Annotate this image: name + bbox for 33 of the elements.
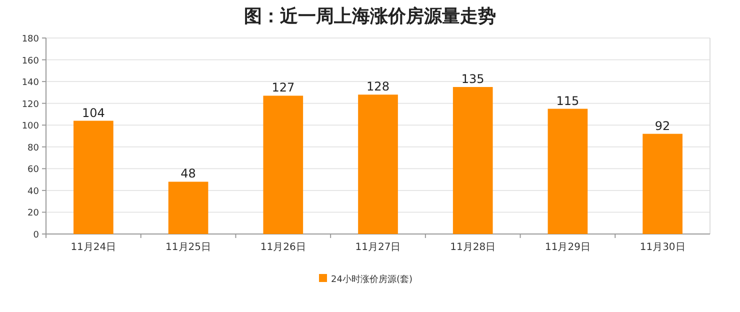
data-label: 128: [366, 80, 390, 94]
legend: 24小时涨价房源(套): [319, 274, 412, 285]
bar: [642, 134, 682, 234]
y-tick-label: 100: [22, 122, 40, 132]
y-tick-label: 80: [28, 143, 40, 154]
data-label: 127: [272, 80, 295, 95]
bar: [168, 182, 208, 234]
x-tick-label: 11月24日: [70, 242, 116, 253]
data-label: 48: [180, 166, 196, 181]
x-tick-label: 11月30日: [640, 242, 686, 253]
y-tick-label: 40: [28, 186, 40, 197]
y-tick-label: 180: [22, 34, 40, 44]
x-tick-label: 11月29日: [544, 242, 590, 253]
bar: [74, 120, 114, 234]
y-tick-label: 60: [28, 165, 40, 176]
y-tick-label: 0: [33, 230, 40, 240]
bar: [548, 108, 588, 234]
y-tick-label: 160: [22, 56, 40, 66]
y-tick-label: 20: [28, 208, 40, 219]
bar: [358, 94, 398, 234]
data-label: 92: [654, 118, 670, 133]
data-label: 104: [82, 106, 105, 120]
x-tick-label: 11月25日: [166, 242, 212, 253]
y-tick-label: 140: [22, 78, 40, 88]
data-label: 135: [461, 72, 484, 86]
x-tick-label: 11月28日: [450, 242, 496, 253]
bar: [263, 96, 304, 234]
chart-title: 图：近一周上海涨价房源量走势: [244, 6, 496, 27]
x-tick-label: 11月26日: [260, 242, 306, 253]
data-label: 115: [556, 94, 580, 108]
bar: [452, 87, 493, 234]
x-tick-label: 11月27日: [355, 242, 401, 253]
y-tick-label: 120: [22, 100, 40, 110]
